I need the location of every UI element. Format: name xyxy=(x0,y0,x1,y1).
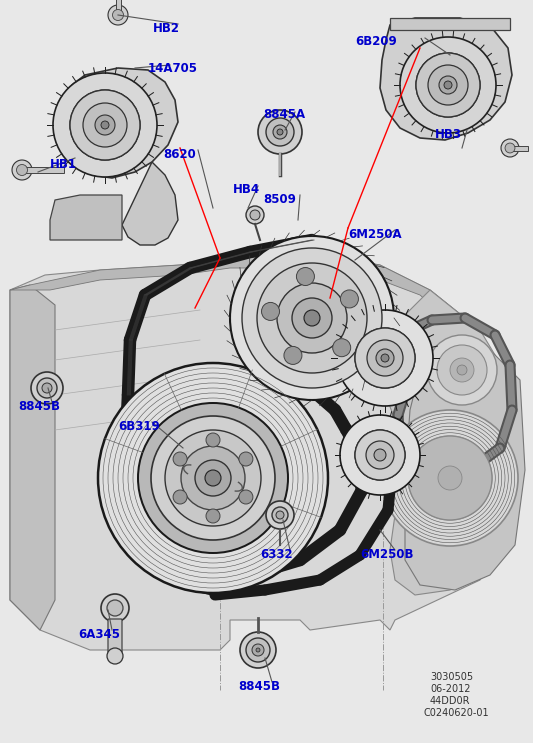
Circle shape xyxy=(416,53,480,117)
Polygon shape xyxy=(22,167,64,173)
Text: 6M250B: 6M250B xyxy=(360,548,414,561)
Circle shape xyxy=(138,403,288,553)
Circle shape xyxy=(355,328,415,388)
Circle shape xyxy=(17,164,28,175)
Polygon shape xyxy=(380,18,512,140)
Text: HB1: HB1 xyxy=(50,158,77,171)
Text: HB2: HB2 xyxy=(153,22,180,35)
Circle shape xyxy=(340,415,420,495)
Circle shape xyxy=(439,76,457,94)
Circle shape xyxy=(239,452,253,466)
Circle shape xyxy=(250,210,260,220)
Circle shape xyxy=(438,466,462,490)
Circle shape xyxy=(428,65,468,105)
Polygon shape xyxy=(60,68,178,178)
Circle shape xyxy=(95,115,115,135)
Text: 8845A: 8845A xyxy=(263,108,305,121)
Circle shape xyxy=(173,490,187,504)
Polygon shape xyxy=(50,195,122,240)
Circle shape xyxy=(181,446,245,510)
Circle shape xyxy=(266,118,294,146)
Circle shape xyxy=(112,10,124,21)
Circle shape xyxy=(107,648,123,664)
Text: 44DD0R: 44DD0R xyxy=(430,696,471,706)
Circle shape xyxy=(273,125,287,139)
Circle shape xyxy=(98,363,328,593)
Text: HB4: HB4 xyxy=(233,183,260,196)
Circle shape xyxy=(206,509,220,523)
Circle shape xyxy=(276,511,284,519)
Circle shape xyxy=(277,129,283,135)
Circle shape xyxy=(272,507,288,523)
Circle shape xyxy=(256,648,260,652)
Text: 8845B: 8845B xyxy=(18,400,60,413)
Circle shape xyxy=(70,90,140,160)
Circle shape xyxy=(246,638,270,662)
Circle shape xyxy=(242,248,382,388)
Circle shape xyxy=(252,644,264,656)
Circle shape xyxy=(277,283,347,353)
Circle shape xyxy=(304,310,320,326)
Circle shape xyxy=(165,430,261,526)
Circle shape xyxy=(296,267,314,285)
Circle shape xyxy=(205,470,221,486)
Circle shape xyxy=(408,436,492,520)
Circle shape xyxy=(505,143,515,153)
Circle shape xyxy=(257,263,367,373)
Circle shape xyxy=(333,339,351,357)
Circle shape xyxy=(101,121,109,129)
Circle shape xyxy=(367,340,403,376)
Polygon shape xyxy=(10,255,515,650)
Text: 14A705: 14A705 xyxy=(148,62,198,75)
Text: 8509: 8509 xyxy=(263,193,296,206)
Circle shape xyxy=(266,501,294,529)
Text: 6B319: 6B319 xyxy=(118,420,160,433)
Circle shape xyxy=(53,73,157,177)
Circle shape xyxy=(376,349,394,367)
Circle shape xyxy=(416,53,480,117)
Circle shape xyxy=(501,139,519,157)
Circle shape xyxy=(101,594,129,622)
Text: 6M250A: 6M250A xyxy=(348,228,402,241)
Circle shape xyxy=(374,449,386,461)
Circle shape xyxy=(240,632,276,668)
Circle shape xyxy=(230,236,394,400)
Circle shape xyxy=(31,372,63,404)
Circle shape xyxy=(107,600,123,616)
Circle shape xyxy=(355,430,405,480)
Circle shape xyxy=(366,441,394,469)
Polygon shape xyxy=(380,290,515,595)
Polygon shape xyxy=(510,146,528,151)
Circle shape xyxy=(408,436,492,520)
Polygon shape xyxy=(122,162,178,245)
Circle shape xyxy=(355,430,405,480)
Text: HB3: HB3 xyxy=(435,128,462,141)
Circle shape xyxy=(42,383,52,393)
Text: C0240620-01: C0240620-01 xyxy=(424,708,490,718)
Circle shape xyxy=(262,302,279,320)
Text: 3030505: 3030505 xyxy=(430,672,473,682)
Polygon shape xyxy=(10,255,480,330)
Polygon shape xyxy=(10,285,55,630)
Circle shape xyxy=(450,358,474,382)
Circle shape xyxy=(292,298,332,338)
Circle shape xyxy=(37,378,57,398)
Text: 6332: 6332 xyxy=(260,548,293,561)
Circle shape xyxy=(246,206,264,224)
Circle shape xyxy=(400,37,496,133)
Text: 8620: 8620 xyxy=(163,148,196,161)
Circle shape xyxy=(427,335,497,405)
Circle shape xyxy=(341,290,358,308)
FancyBboxPatch shape xyxy=(108,619,122,653)
Circle shape xyxy=(173,452,187,466)
Circle shape xyxy=(381,354,389,362)
Polygon shape xyxy=(116,0,120,15)
Circle shape xyxy=(151,416,275,540)
Circle shape xyxy=(437,345,487,395)
Circle shape xyxy=(258,110,302,154)
Text: 06-2012: 06-2012 xyxy=(430,684,471,694)
Circle shape xyxy=(425,453,475,503)
Text: 6A345: 6A345 xyxy=(78,628,120,641)
Circle shape xyxy=(337,310,433,406)
